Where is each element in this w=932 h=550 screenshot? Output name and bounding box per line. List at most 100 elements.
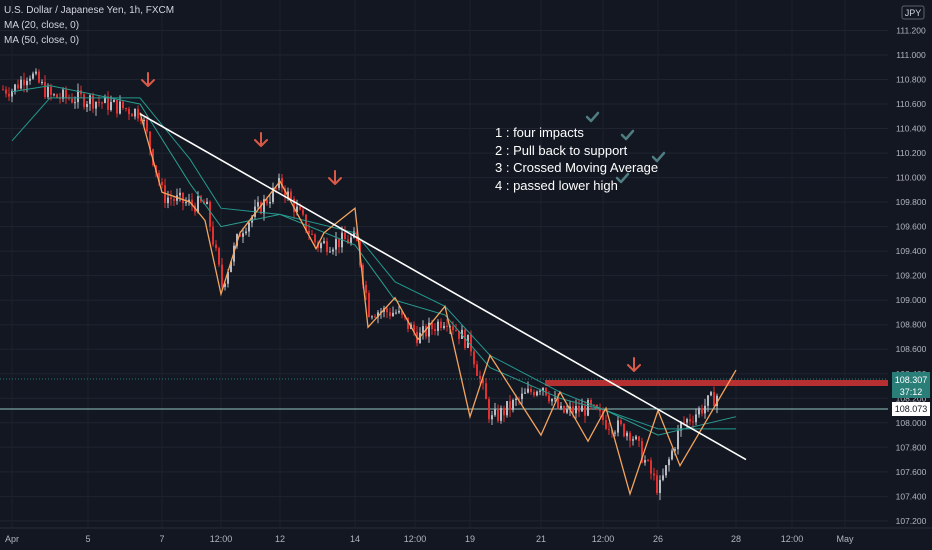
candle-body (599, 409, 601, 412)
candle-body (587, 399, 589, 416)
candle-body (260, 202, 262, 214)
x-axis-labels[interactable]: Apr 5 7 12:00 12 14 12:00 19 21 12:00 26 28 12:00 May (5, 534, 854, 544)
candle-body (662, 475, 664, 480)
candle-body (95, 101, 97, 109)
check-markers (585, 111, 666, 184)
candle-body (632, 439, 634, 441)
symbol-title[interactable]: U.S. Dollar / Japanese Yen, 1h, FXCM (4, 5, 175, 16)
y-tick-label: 110.000 (896, 173, 926, 183)
candle-body (266, 199, 268, 204)
note-1: 1 : four impacts (495, 125, 584, 140)
candle-body (302, 209, 304, 215)
candle-body (113, 99, 115, 103)
candle-body (374, 316, 376, 318)
candle-body (458, 330, 460, 339)
candle-body (392, 312, 394, 317)
resistance-zone (545, 380, 888, 386)
candle-body (140, 118, 142, 122)
candle-body (2, 89, 4, 91)
candle-body (518, 398, 520, 400)
candle-body (338, 239, 340, 248)
candle-body (146, 119, 148, 132)
x-tick-label: May (836, 534, 854, 544)
candle-body (209, 201, 211, 227)
candle-body (497, 409, 499, 421)
candle-body (281, 178, 283, 189)
candle-body (452, 326, 454, 331)
ma50-legend[interactable]: MA (50, close, 0) (4, 35, 80, 46)
candle-body (482, 378, 484, 384)
candle-body (173, 199, 175, 201)
candle-body (695, 414, 697, 423)
candle-body (698, 408, 700, 415)
candle-body (53, 94, 55, 96)
candle-body (638, 436, 640, 441)
candle-body (422, 326, 424, 333)
x-tick-label: 12 (275, 534, 285, 544)
y-tick-label: 110.800 (896, 75, 926, 85)
svg-text:108.307: 108.307 (895, 375, 928, 385)
candle-body (197, 196, 199, 213)
candle-body (83, 94, 85, 107)
x-tick-label: 26 (653, 534, 663, 544)
down-arrow-icon (141, 72, 155, 87)
y-axis-labels: 107.200 107.400 107.600 107.800 108.000 108.2… (896, 25, 927, 525)
candle-body (473, 351, 475, 365)
candle-body (134, 108, 136, 117)
currency-badge: JPY (901, 5, 925, 20)
candle-body (137, 108, 139, 119)
candle-body (590, 399, 592, 405)
arrow-markers (141, 72, 641, 372)
candle-body (683, 421, 685, 423)
candle-body (32, 73, 34, 79)
candle-body (605, 420, 607, 429)
candle-body (44, 81, 46, 98)
candle-body (626, 432, 628, 437)
candle-body (563, 405, 565, 413)
candle-body (524, 392, 526, 394)
candle-body (560, 405, 562, 409)
x-tick-label: 28 (731, 534, 741, 544)
candle-body (710, 392, 712, 396)
y-tick-label: 110.600 (896, 99, 926, 109)
candle-body (11, 90, 13, 97)
candle-body (578, 406, 580, 412)
candle-body (179, 192, 181, 196)
candle-body (386, 308, 388, 313)
candle-body (608, 428, 610, 430)
candle-body (77, 90, 79, 103)
candle-body (308, 230, 310, 235)
ma20-legend[interactable]: MA (20, close, 0) (4, 20, 80, 31)
y-tick-label: 107.400 (896, 491, 927, 501)
candle-body (677, 430, 679, 450)
candle-body (164, 185, 166, 204)
candle-body (299, 206, 301, 210)
svg-text:37:12: 37:12 (900, 387, 923, 397)
y-tick-label: 109.800 (896, 197, 927, 207)
candle-body (704, 405, 706, 414)
candle-body (143, 119, 145, 122)
candle-body (149, 131, 151, 150)
y-tick-label: 107.600 (896, 467, 927, 477)
candle-body (407, 317, 409, 329)
candle-body (362, 265, 364, 285)
candle-body (56, 94, 58, 98)
candle-body (533, 392, 535, 396)
descending-trendline[interactable] (139, 113, 747, 461)
candle-body (59, 97, 61, 99)
y-tick-label: 108.200 (896, 393, 927, 403)
candle-body (530, 388, 532, 393)
candle-body (353, 231, 355, 238)
candle-body (368, 293, 370, 318)
candle-body (542, 387, 544, 391)
down-arrow-icon (254, 132, 268, 147)
candle-body (269, 202, 271, 204)
candle-body (17, 84, 19, 89)
price-axis[interactable] (888, 0, 932, 528)
candle-body (272, 187, 274, 203)
candle-body (509, 401, 511, 410)
y-tick-label: 110.400 (896, 124, 926, 134)
candle-body (647, 460, 649, 462)
candle-body (689, 419, 691, 422)
